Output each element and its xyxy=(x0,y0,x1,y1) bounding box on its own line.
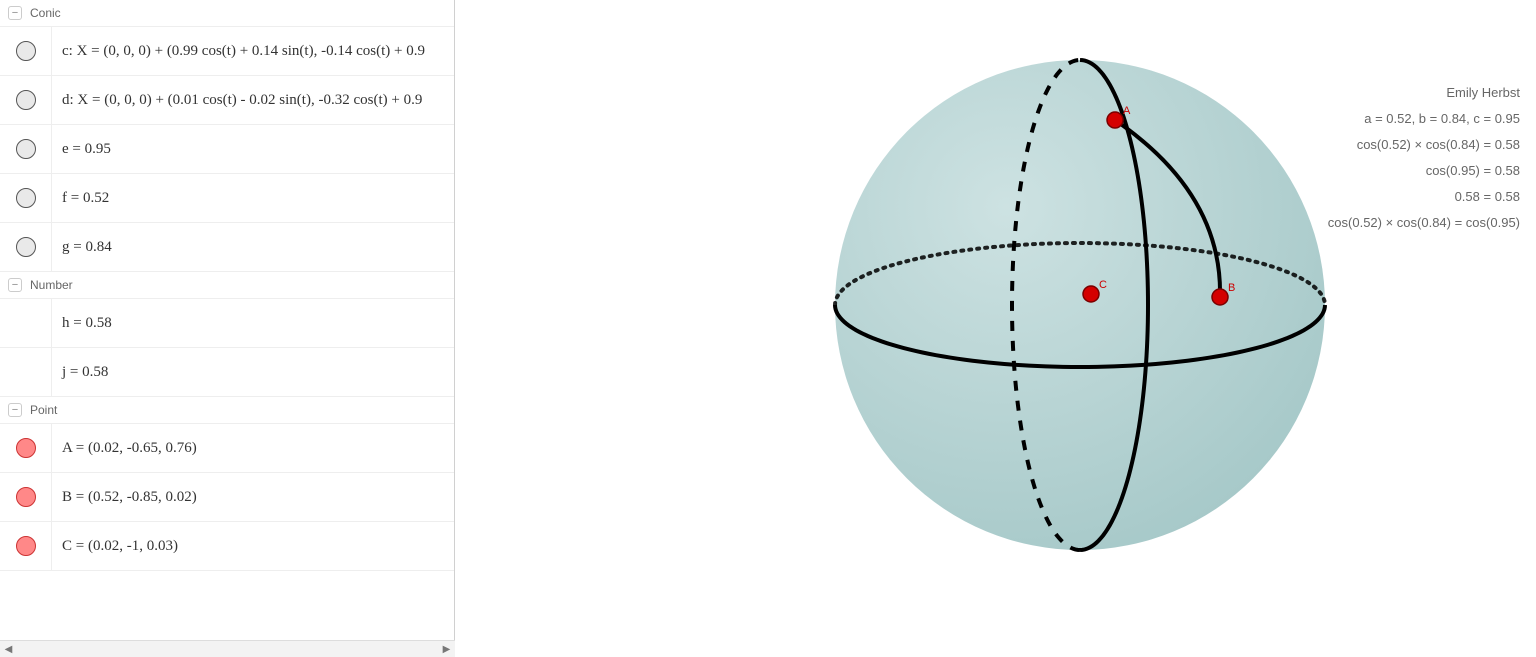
algebra-definition[interactable]: c: X = (0, 0, 0) + (0.99 cos(t) + 0.14 s… xyxy=(52,43,454,60)
object-swatch-icon[interactable] xyxy=(16,487,36,507)
algebra-definition[interactable]: e = 0.95 xyxy=(52,141,454,158)
algebra-definition[interactable]: g = 0.84 xyxy=(52,239,454,256)
section-header-number[interactable]: −Number xyxy=(0,272,454,299)
visibility-toggle xyxy=(0,348,52,396)
values-line: a = 0.52, b = 0.84, c = 0.95 xyxy=(1280,106,1520,132)
eq-line-1: cos(0.52) × cos(0.84) = 0.58 xyxy=(1280,132,1520,158)
eq-line-3: 0.58 = 0.58 xyxy=(1280,184,1520,210)
visibility-toggle[interactable] xyxy=(0,522,52,570)
algebra-panel[interactable]: −Conicc: X = (0, 0, 0) + (0.99 cos(t) + … xyxy=(0,0,455,640)
visibility-toggle[interactable] xyxy=(0,125,52,173)
collapse-icon[interactable]: − xyxy=(8,278,22,292)
algebra-definition[interactable]: A = (0.02, -0.65, 0.76) xyxy=(52,440,454,457)
collapse-icon[interactable]: − xyxy=(8,403,22,417)
graphics-viewport[interactable]: A B C Emily Herbst a = 0.52, b = 0.84, c =… xyxy=(455,0,1536,657)
object-swatch-icon[interactable] xyxy=(16,188,36,208)
visibility-toggle[interactable] xyxy=(0,174,52,222)
author-label: Emily Herbst xyxy=(1280,80,1520,106)
algebra-row[interactable]: h = 0.58 xyxy=(0,299,454,348)
app-root: −Conicc: X = (0, 0, 0) + (0.99 cos(t) + … xyxy=(0,0,1536,657)
object-swatch-icon[interactable] xyxy=(16,536,36,556)
svg-text:A: A xyxy=(1123,105,1131,117)
visibility-toggle[interactable] xyxy=(0,424,52,472)
object-swatch-icon[interactable] xyxy=(16,237,36,257)
algebra-definition[interactable]: h = 0.58 xyxy=(52,315,454,332)
eq-line-4: cos(0.52) × cos(0.84) = cos(0.95) xyxy=(1280,210,1520,236)
horizontal-scrollbar[interactable]: ◀ ▶ xyxy=(0,640,455,657)
visibility-toggle xyxy=(0,299,52,347)
algebra-row[interactable]: C = (0.02, -1, 0.03) xyxy=(0,522,454,571)
algebra-row[interactable]: A = (0.02, -0.65, 0.76) xyxy=(0,424,454,473)
algebra-row[interactable]: d: X = (0, 0, 0) + (0.01 cos(t) - 0.02 s… xyxy=(0,76,454,125)
algebra-row[interactable]: B = (0.52, -0.85, 0.02) xyxy=(0,473,454,522)
scroll-left-icon[interactable]: ◀ xyxy=(0,642,17,657)
eq-line-2: cos(0.95) = 0.58 xyxy=(1280,158,1520,184)
object-swatch-icon[interactable] xyxy=(16,139,36,159)
text-overlay: Emily Herbst a = 0.52, b = 0.84, c = 0.9… xyxy=(1280,80,1520,236)
section-title: Point xyxy=(30,403,57,417)
algebra-definition[interactable]: f = 0.52 xyxy=(52,190,454,207)
algebra-row[interactable]: j = 0.58 xyxy=(0,348,454,397)
visibility-toggle[interactable] xyxy=(0,76,52,124)
sphere-figure: A B C xyxy=(825,50,1335,573)
collapse-icon[interactable]: − xyxy=(8,6,22,20)
svg-text:B: B xyxy=(1228,282,1235,294)
section-title: Number xyxy=(30,278,73,292)
sphere-svg: A B C xyxy=(825,50,1335,570)
scroll-track[interactable] xyxy=(17,641,438,657)
section-header-conic[interactable]: −Conic xyxy=(0,0,454,27)
algebra-definition[interactable]: C = (0.02, -1, 0.03) xyxy=(52,538,454,555)
scroll-right-icon[interactable]: ▶ xyxy=(438,642,455,657)
algebra-panel-inner: −Conicc: X = (0, 0, 0) + (0.99 cos(t) + … xyxy=(0,0,454,571)
algebra-row[interactable]: g = 0.84 xyxy=(0,223,454,272)
algebra-definition[interactable]: j = 0.58 xyxy=(52,364,454,381)
algebra-definition[interactable]: d: X = (0, 0, 0) + (0.01 cos(t) - 0.02 s… xyxy=(52,92,454,109)
visibility-toggle[interactable] xyxy=(0,223,52,271)
algebra-row[interactable]: e = 0.95 xyxy=(0,125,454,174)
algebra-row[interactable]: f = 0.52 xyxy=(0,174,454,223)
object-swatch-icon[interactable] xyxy=(16,41,36,61)
algebra-definition[interactable]: B = (0.52, -0.85, 0.02) xyxy=(52,489,454,506)
section-header-point[interactable]: −Point xyxy=(0,397,454,424)
svg-text:C: C xyxy=(1099,279,1107,291)
section-title: Conic xyxy=(30,6,61,20)
object-swatch-icon[interactable] xyxy=(16,90,36,110)
algebra-row[interactable]: c: X = (0, 0, 0) + (0.99 cos(t) + 0.14 s… xyxy=(0,27,454,76)
visibility-toggle[interactable] xyxy=(0,473,52,521)
visibility-toggle[interactable] xyxy=(0,27,52,75)
object-swatch-icon[interactable] xyxy=(16,438,36,458)
